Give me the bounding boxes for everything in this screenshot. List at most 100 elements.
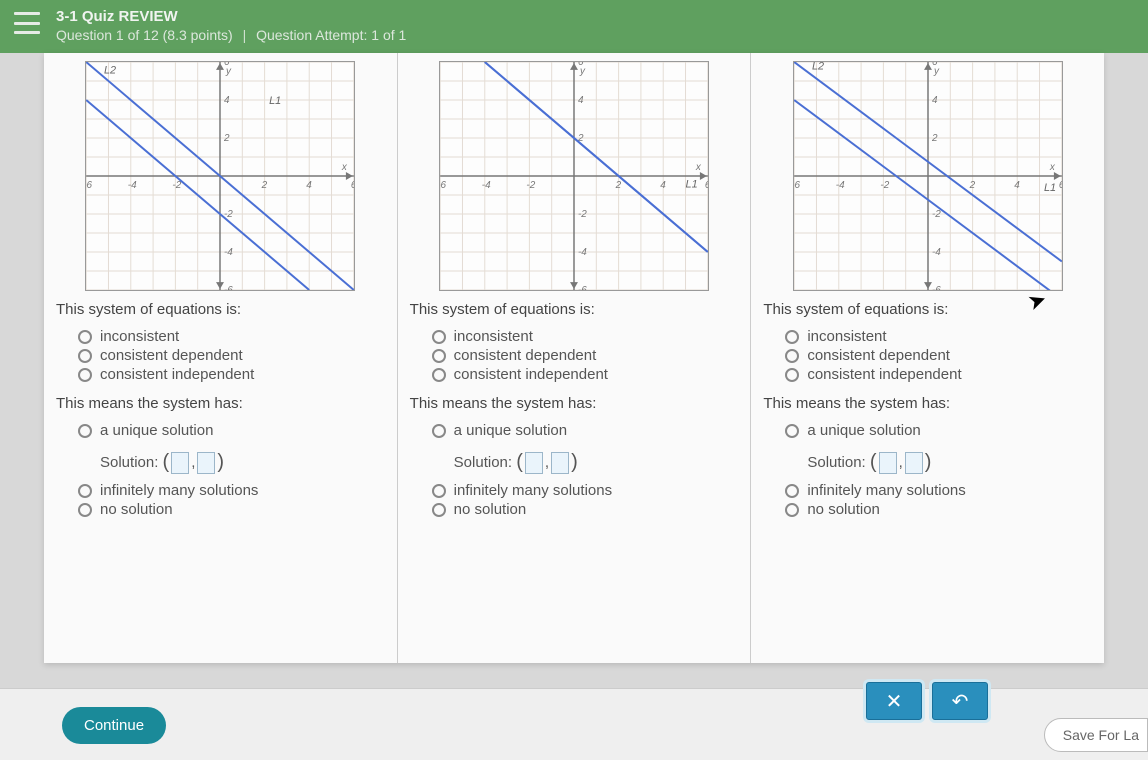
radio-icon [785,349,799,363]
close-icon: ✕ [886,689,903,714]
option-label: a unique solution [454,422,567,439]
solution-row: Solution: (,) [454,451,739,474]
radio-icon [78,503,92,517]
solution-option-group: a unique solution [785,422,1092,439]
solution-y-input[interactable] [551,452,569,474]
solution-option[interactable]: a unique solution [78,422,385,439]
svg-text:4: 4 [307,180,313,191]
option-label: consistent independent [100,366,254,383]
svg-text:-6: -6 [794,180,800,191]
action-buttons: ✕ ↶ [866,682,988,720]
system-type-option[interactable]: consistent dependent [78,347,385,364]
solution-label: Solution: [100,454,158,471]
svg-text:6: 6 [705,180,708,191]
svg-text:2: 2 [223,133,230,144]
svg-text:y: y [933,66,940,77]
solution-option[interactable]: infinitely many solutions [785,482,1092,499]
radio-icon [432,424,446,438]
solution-y-input[interactable] [905,452,923,474]
radio-icon [432,330,446,344]
question-count: Question 1 of 12 (8.3 points) [56,27,233,43]
system-type-option-group: inconsistent consistent dependent consiste… [785,328,1092,383]
svg-text:x: x [341,162,348,173]
svg-text:2: 2 [615,180,622,191]
svg-text:y: y [579,66,586,77]
system-type-option[interactable]: consistent independent [785,366,1092,383]
footer-bar: Continue ✕ ↶ Save For La [0,688,1148,760]
option-label: no solution [454,501,527,518]
solution-option[interactable]: infinitely many solutions [78,482,385,499]
system-type-option[interactable]: consistent independent [432,366,739,383]
solution-option[interactable]: a unique solution [785,422,1092,439]
svg-text:-6: -6 [932,285,941,290]
option-label: inconsistent [100,328,179,345]
undo-button[interactable]: ↶ [932,682,988,720]
radio-icon [78,368,92,382]
continue-button[interactable]: Continue [62,707,166,744]
system-type-prompt: This system of equations is: [410,301,739,318]
radio-icon [78,424,92,438]
svg-text:4: 4 [578,95,584,106]
system-type-prompt: This system of equations is: [56,301,385,318]
system-solution-prompt: This means the system has: [763,395,1092,412]
svg-text:-2: -2 [880,180,889,191]
svg-text:-2: -2 [173,180,182,191]
solution-option[interactable]: no solution [78,501,385,518]
solution-option[interactable]: no solution [785,501,1092,518]
system-type-option[interactable]: inconsistent [78,328,385,345]
graph-box: -6-4-2246-6-4-2246yxL2L1 [439,61,709,291]
save-for-later-button[interactable]: Save For La [1044,718,1148,752]
solution-option-group: a unique solution [78,422,385,439]
option-label: infinitely many solutions [454,482,612,499]
system-solution-prompt: This means the system has: [410,395,739,412]
system-type-option[interactable]: inconsistent [785,328,1092,345]
open-paren: ( [516,451,523,474]
system-type-option[interactable]: inconsistent [432,328,739,345]
svg-text:L2: L2 [104,64,116,76]
svg-text:-6: -6 [86,180,92,191]
system-type-option[interactable]: consistent dependent [432,347,739,364]
svg-text:4: 4 [224,95,230,106]
option-label: consistent dependent [100,347,243,364]
option-label: consistent independent [807,366,961,383]
solution-x-input[interactable] [171,452,189,474]
svg-text:-6: -6 [224,285,233,290]
hamburger-menu-icon[interactable] [14,12,40,34]
close-paren: ) [571,451,578,474]
radio-icon [785,424,799,438]
comma: , [899,454,903,471]
comma: , [191,454,195,471]
option-label: a unique solution [100,422,213,439]
solution-y-input[interactable] [197,452,215,474]
svg-text:4: 4 [932,95,938,106]
solution-row: Solution: (,) [100,451,385,474]
solution-row: Solution: (,) [807,451,1092,474]
graph-box: -6-4-2246-6-4-2246yxL1L2 [85,61,355,291]
solution-option[interactable]: no solution [432,501,739,518]
solution-option[interactable]: infinitely many solutions [432,482,739,499]
comma: , [545,454,549,471]
open-paren: ( [870,451,877,474]
system-type-option-group: inconsistent consistent dependent consiste… [78,328,385,383]
system-type-option-group: inconsistent consistent dependent consiste… [432,328,739,383]
attempt-count: Question Attempt: 1 of 1 [256,27,406,43]
solution-option-group: infinitely many solutions no solution [432,482,739,518]
radio-icon [785,368,799,382]
option-label: inconsistent [454,328,533,345]
header-bar: 3-1 Quiz REVIEW Question 1 of 12 (8.3 po… [0,0,1148,53]
close-button[interactable]: ✕ [866,682,922,720]
close-paren: ) [925,451,932,474]
system-type-option[interactable]: consistent dependent [785,347,1092,364]
svg-text:-4: -4 [128,180,137,191]
option-label: consistent dependent [454,347,597,364]
close-paren: ) [217,451,224,474]
solution-option[interactable]: a unique solution [432,422,739,439]
svg-text:4: 4 [1014,180,1020,191]
svg-text:-2: -2 [932,209,941,220]
undo-icon: ↶ [952,689,969,714]
graph-box: -6-4-2246-6-4-2246yxL2L1 [793,61,1063,291]
solution-option-group: a unique solution [432,422,739,439]
solution-x-input[interactable] [525,452,543,474]
system-type-option[interactable]: consistent independent [78,366,385,383]
solution-x-input[interactable] [879,452,897,474]
